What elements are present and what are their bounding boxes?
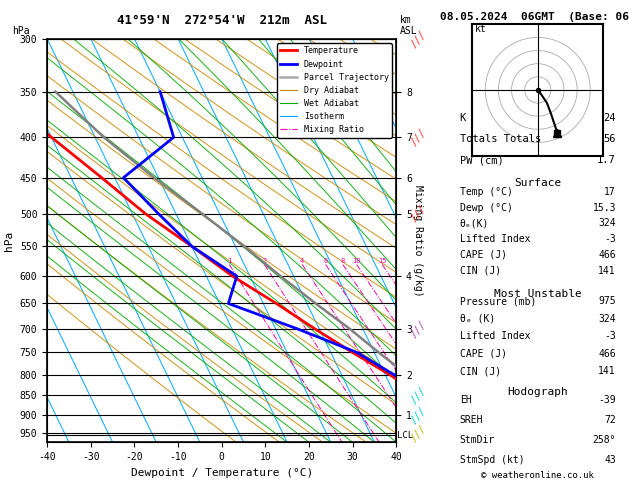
Text: StmSpd (kt): StmSpd (kt) [460,455,525,465]
Text: 8: 8 [341,259,345,264]
Text: kt: kt [475,24,487,34]
Text: ///: /// [408,385,428,406]
Text: EH: EH [460,395,471,405]
Text: θₑ (K): θₑ (K) [460,314,495,324]
Y-axis label: hPa: hPa [4,230,14,251]
Text: 466: 466 [598,250,616,260]
Text: hPa: hPa [13,26,30,36]
Text: ///: /// [408,318,428,339]
X-axis label: Dewpoint / Temperature (°C): Dewpoint / Temperature (°C) [131,468,313,478]
Text: ///: /// [408,203,428,224]
Text: 72: 72 [604,415,616,425]
Text: 324: 324 [598,219,616,228]
Text: Lifted Index: Lifted Index [460,331,530,341]
Text: LCL: LCL [397,431,413,440]
Text: StmDir: StmDir [460,435,495,445]
Text: Dewp (°C): Dewp (°C) [460,203,513,213]
Legend: Temperature, Dewpoint, Parcel Trajectory, Dry Adiabat, Wet Adiabat, Isotherm, Mi: Temperature, Dewpoint, Parcel Trajectory… [277,43,392,138]
Text: 10: 10 [352,259,361,264]
Text: -3: -3 [604,234,616,244]
Text: 08.05.2024  06GMT  (Base: 06): 08.05.2024 06GMT (Base: 06) [440,12,629,22]
Text: θₑ(K): θₑ(K) [460,219,489,228]
Text: 24: 24 [603,113,616,123]
Text: ///: /// [408,127,428,148]
Text: -39: -39 [598,395,616,405]
Text: SREH: SREH [460,415,483,425]
Text: 1.7: 1.7 [597,156,616,165]
Text: 141: 141 [598,366,616,376]
Text: Pressure (mb): Pressure (mb) [460,296,536,306]
Text: -3: -3 [604,331,616,341]
Text: © weatheronline.co.uk: © weatheronline.co.uk [481,470,594,480]
Text: CAPE (J): CAPE (J) [460,349,507,359]
Text: K: K [460,113,466,123]
Text: Totals Totals: Totals Totals [460,134,541,144]
Text: km
ASL: km ASL [399,15,417,36]
Text: 466: 466 [598,349,616,359]
Text: 4: 4 [300,259,304,264]
Text: Most Unstable: Most Unstable [494,289,582,299]
Text: 15: 15 [378,259,386,264]
Text: 141: 141 [598,266,616,276]
Text: ///: /// [408,404,428,425]
Text: Lifted Index: Lifted Index [460,234,530,244]
Text: 15.3: 15.3 [593,203,616,213]
Text: 17: 17 [604,187,616,197]
Text: ///: /// [408,423,428,444]
Text: 324: 324 [598,314,616,324]
Text: ///: /// [408,29,428,49]
Text: Temp (°C): Temp (°C) [460,187,513,197]
Text: Surface: Surface [514,178,562,188]
Text: 2: 2 [262,259,267,264]
Text: PW (cm): PW (cm) [460,156,503,165]
Y-axis label: Mixing Ratio (g/kg): Mixing Ratio (g/kg) [413,185,423,296]
Text: 1: 1 [227,259,231,264]
Text: CAPE (J): CAPE (J) [460,250,507,260]
Text: CIN (J): CIN (J) [460,266,501,276]
Text: 258°: 258° [593,435,616,445]
Text: Hodograph: Hodograph [508,387,568,398]
Text: 41°59'N  272°54'W  212m  ASL: 41°59'N 272°54'W 212m ASL [117,14,326,27]
Text: CIN (J): CIN (J) [460,366,501,376]
Text: 43: 43 [604,455,616,465]
Text: 6: 6 [323,259,328,264]
Text: 975: 975 [598,296,616,306]
Text: 56: 56 [603,134,616,144]
